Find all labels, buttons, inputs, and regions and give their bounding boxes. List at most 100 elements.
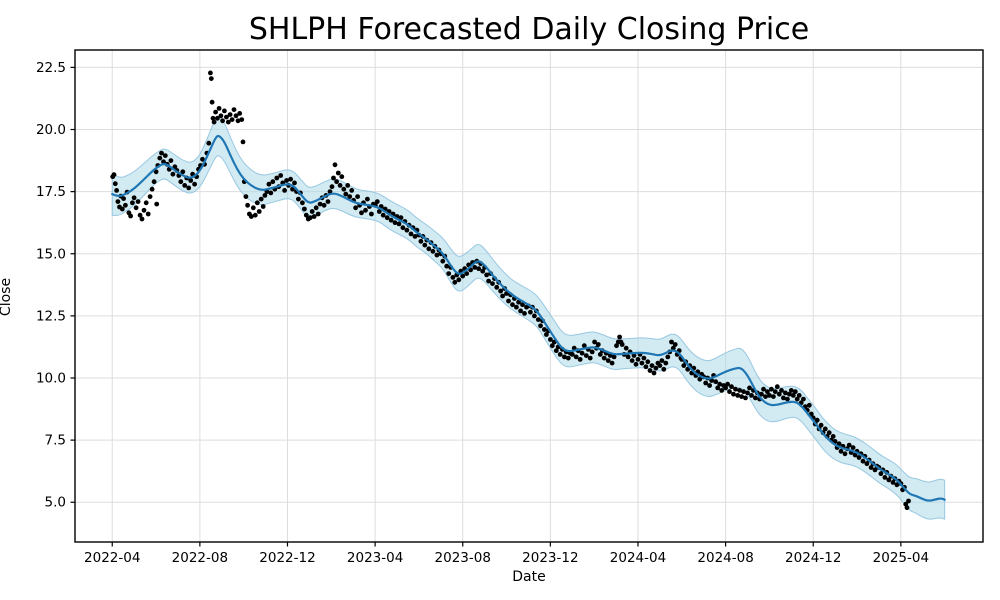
x-tick-label: 2022-12 bbox=[259, 550, 315, 566]
scatter-point bbox=[192, 181, 198, 187]
scatter-point bbox=[434, 252, 440, 258]
scatter-point bbox=[801, 396, 806, 402]
scatter-point bbox=[906, 498, 911, 504]
scatter-point bbox=[741, 389, 746, 395]
scatter-point bbox=[747, 385, 752, 391]
scatter-point bbox=[549, 343, 555, 349]
scatter-point bbox=[681, 363, 687, 368]
scatter-point bbox=[882, 475, 888, 480]
scatter-point bbox=[444, 263, 450, 269]
scatter-point bbox=[581, 343, 587, 349]
scatter-point bbox=[153, 169, 159, 175]
scatter-point bbox=[672, 342, 678, 347]
scatter-point bbox=[611, 354, 617, 360]
scatter-point bbox=[647, 368, 653, 373]
scatter-point bbox=[645, 359, 651, 365]
scatter-point bbox=[329, 184, 335, 190]
scatter-point bbox=[335, 170, 341, 176]
scatter-point bbox=[779, 388, 784, 393]
scatter-point bbox=[557, 352, 563, 357]
scatter-point bbox=[729, 384, 734, 390]
x-tick-label: 2023-08 bbox=[435, 550, 491, 566]
scatter-point bbox=[200, 156, 205, 162]
scatter-point bbox=[302, 206, 307, 212]
scatter-point bbox=[703, 380, 709, 386]
scatter-point bbox=[569, 352, 575, 357]
scatter-point bbox=[353, 205, 358, 211]
scatter-point bbox=[500, 293, 505, 299]
scatter-point bbox=[303, 212, 309, 218]
scatter-point bbox=[822, 426, 828, 432]
scatter-point bbox=[220, 118, 226, 124]
scatter-point bbox=[248, 214, 254, 219]
scatter-point bbox=[161, 159, 166, 165]
scatter-point bbox=[270, 179, 276, 185]
x-tick-label: 2022-04 bbox=[84, 550, 140, 566]
scatter-point bbox=[715, 385, 721, 391]
scatter-point bbox=[133, 205, 139, 211]
scatter-point bbox=[213, 109, 219, 115]
scatter-point bbox=[605, 358, 611, 363]
scatter-point bbox=[852, 452, 858, 458]
scatter-point bbox=[860, 458, 866, 464]
scatter-point bbox=[311, 214, 317, 219]
scatter-point bbox=[392, 220, 398, 226]
scatter-point bbox=[262, 193, 268, 198]
scatter-point bbox=[510, 302, 515, 308]
y-tick-label: 22.5 bbox=[36, 60, 66, 76]
scatter-point bbox=[440, 258, 446, 264]
forecast-line bbox=[111, 134, 946, 502]
scatter-point bbox=[268, 190, 274, 196]
scatter-point bbox=[422, 242, 428, 248]
x-tick-label: 2023-04 bbox=[347, 550, 403, 566]
scatter-point bbox=[227, 112, 233, 117]
scatter-point bbox=[292, 180, 297, 186]
scatter-point bbox=[544, 332, 549, 337]
scatter-point bbox=[341, 186, 347, 192]
x-tick-label: 2022-08 bbox=[172, 550, 228, 566]
scatter-point bbox=[154, 201, 160, 207]
scatter-point bbox=[240, 139, 246, 145]
scatter-point bbox=[484, 272, 489, 278]
scatter-point bbox=[334, 179, 339, 185]
scatter-point bbox=[374, 199, 380, 205]
scatter-point bbox=[321, 202, 327, 208]
scatter-point bbox=[209, 99, 215, 105]
scatter-point bbox=[864, 461, 870, 467]
scatter-point bbox=[565, 355, 571, 361]
scatter-point bbox=[490, 281, 495, 286]
scatter-point bbox=[518, 308, 523, 314]
scatter-point bbox=[215, 115, 220, 121]
scatter-point bbox=[548, 337, 553, 342]
scatter-point bbox=[309, 209, 315, 214]
scatter-point bbox=[172, 164, 178, 170]
scatter-point bbox=[233, 113, 239, 119]
scatter-point bbox=[157, 155, 163, 161]
scatter-point bbox=[464, 271, 470, 276]
scatter-point bbox=[274, 175, 280, 181]
scatter-point bbox=[137, 212, 143, 218]
scatter-point bbox=[890, 480, 896, 485]
scatter-point bbox=[114, 188, 119, 193]
scatter-point bbox=[404, 227, 410, 233]
scatter-point bbox=[665, 354, 671, 360]
scatter-point bbox=[772, 389, 778, 395]
scatter-point bbox=[278, 173, 284, 178]
scatter-point bbox=[713, 379, 719, 385]
scatter-point bbox=[719, 388, 725, 393]
scatter-point bbox=[260, 204, 266, 209]
scatter-point bbox=[522, 311, 527, 316]
scatter-point bbox=[651, 370, 657, 376]
plot-border bbox=[74, 49, 984, 543]
scatter-point bbox=[592, 339, 597, 345]
scatter-point bbox=[186, 185, 192, 191]
y-tick-label: 17.5 bbox=[36, 184, 66, 200]
scatter-point bbox=[894, 482, 900, 488]
scatter-point bbox=[243, 194, 249, 200]
scatter-point bbox=[520, 302, 525, 308]
y-tick-label: 12.5 bbox=[36, 308, 66, 324]
scatter-point bbox=[307, 215, 313, 221]
x-tick-label: 2024-08 bbox=[697, 550, 753, 566]
scatter-point bbox=[365, 196, 370, 202]
